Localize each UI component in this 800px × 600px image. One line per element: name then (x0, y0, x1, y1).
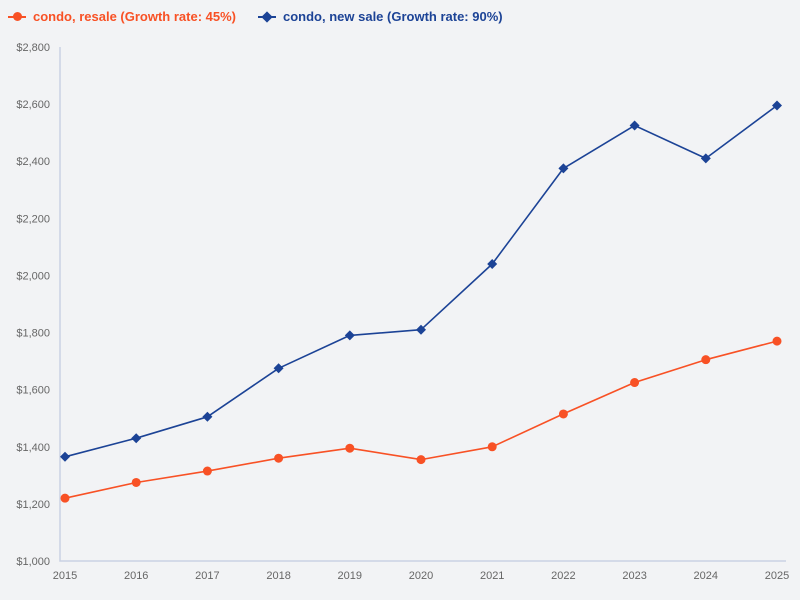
x-axis-tick-label: 2015 (53, 570, 77, 582)
data-point-resale-2024[interactable] (701, 355, 711, 365)
y-axis-tick-label: $1,600 (16, 385, 50, 397)
series-line-0 (64, 340, 778, 499)
new-sale-legend-marker-icon (258, 10, 276, 23)
data-point-new-sale-2025[interactable] (772, 100, 782, 111)
data-point-new-sale-2021[interactable] (487, 259, 498, 270)
data-point-new-sale-2018[interactable] (273, 363, 284, 374)
data-point-resale-2015[interactable] (60, 493, 70, 503)
legend-item-condo-resale[interactable]: condo, resale (Growth rate: 45%) (8, 9, 236, 24)
new-sale-legend-label: condo, new sale (Growth rate: 90%) (283, 9, 503, 24)
y-axis-tick-label: $2,200 (16, 213, 50, 225)
data-point-resale-2022[interactable] (558, 409, 568, 419)
y-axis-tick-label: $1,000 (16, 556, 50, 568)
data-point-resale-2018[interactable] (274, 453, 284, 463)
data-point-new-sale-2016[interactable] (131, 433, 142, 444)
y-axis-tick-label: $2,600 (16, 99, 50, 111)
series-line-1 (64, 104, 778, 458)
y-axis-tick-label: $2,000 (16, 270, 50, 282)
x-axis-tick-label: 2024 (694, 570, 718, 582)
legend-item-condo-new-sale[interactable]: condo, new sale (Growth rate: 90%) (258, 9, 503, 24)
x-axis-tick-label: 2017 (195, 570, 219, 582)
data-point-new-sale-2022[interactable] (558, 163, 569, 174)
x-axis-tick-label: 2016 (124, 570, 148, 582)
x-axis-tick-label: 2020 (409, 570, 433, 582)
y-axis-tick-label: $1,200 (16, 499, 50, 511)
y-axis-tick-label: $2,400 (16, 156, 50, 168)
data-point-new-sale-2019[interactable] (344, 330, 355, 341)
resale-legend-label: condo, resale (Growth rate: 45%) (33, 9, 236, 24)
axis-lines (59, 47, 786, 562)
new-sale-legend-diamond-icon (261, 10, 273, 23)
data-point-new-sale-2023[interactable] (629, 120, 640, 131)
data-point-resale-2017[interactable] (202, 466, 212, 476)
chart-legend: condo, resale (Growth rate: 45%) condo, … (8, 9, 503, 24)
data-point-new-sale-2024[interactable] (700, 153, 711, 164)
y-axis-tick-label: $1,800 (16, 328, 50, 340)
x-axis-tick-label: 2021 (480, 570, 504, 582)
data-point-resale-2021[interactable] (487, 442, 497, 452)
x-axis-tick-label: 2018 (266, 570, 290, 582)
data-point-resale-2016[interactable] (131, 477, 141, 487)
data-point-new-sale-2020[interactable] (416, 324, 426, 335)
y-axis-tick-label: $1,400 (16, 442, 50, 454)
x-axis-tick-label: 2019 (338, 570, 362, 582)
x-axis-tick-label: 2022 (551, 570, 575, 582)
resale-legend-marker-icon (8, 11, 26, 22)
data-point-resale-2023[interactable] (630, 378, 640, 388)
y-axis-tick-label: $2,800 (16, 42, 50, 54)
data-point-resale-2020[interactable] (416, 455, 426, 465)
data-point-resale-2025[interactable] (772, 336, 782, 346)
x-axis-tick-label: 2025 (765, 570, 789, 582)
data-point-resale-2019[interactable] (345, 443, 355, 453)
data-point-new-sale-2015[interactable] (60, 451, 70, 462)
data-point-new-sale-2017[interactable] (202, 411, 213, 422)
resale-legend-circle-icon (12, 12, 22, 21)
x-axis-tick-label: 2023 (622, 570, 646, 582)
